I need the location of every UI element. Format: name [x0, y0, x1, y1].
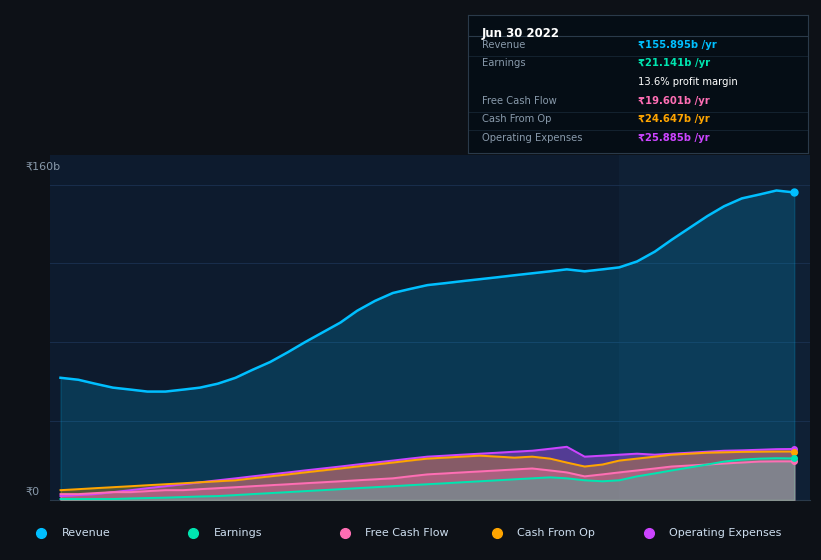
- Text: Earnings: Earnings: [482, 58, 525, 68]
- Text: Jun 30 2022: Jun 30 2022: [482, 27, 560, 40]
- Text: 13.6% profit margin: 13.6% profit margin: [638, 77, 738, 87]
- Text: ₹19.601b /yr: ₹19.601b /yr: [638, 96, 709, 106]
- Text: Cash From Op: Cash From Op: [517, 528, 595, 538]
- Text: ₹160b: ₹160b: [25, 162, 60, 172]
- Text: ₹24.647b /yr: ₹24.647b /yr: [638, 114, 709, 124]
- Text: Operating Expenses: Operating Expenses: [482, 133, 582, 143]
- Text: Free Cash Flow: Free Cash Flow: [482, 96, 557, 106]
- Text: Cash From Op: Cash From Op: [482, 114, 551, 124]
- Text: Earnings: Earnings: [213, 528, 262, 538]
- Text: Revenue: Revenue: [482, 40, 525, 50]
- Text: ₹0: ₹0: [25, 487, 39, 497]
- Text: ₹155.895b /yr: ₹155.895b /yr: [638, 40, 717, 50]
- Text: ₹25.885b /yr: ₹25.885b /yr: [638, 133, 709, 143]
- Bar: [619, 155, 810, 500]
- Text: Free Cash Flow: Free Cash Flow: [365, 528, 449, 538]
- Text: Operating Expenses: Operating Expenses: [669, 528, 782, 538]
- Text: Revenue: Revenue: [62, 528, 110, 538]
- Text: ₹21.141b /yr: ₹21.141b /yr: [638, 58, 710, 68]
